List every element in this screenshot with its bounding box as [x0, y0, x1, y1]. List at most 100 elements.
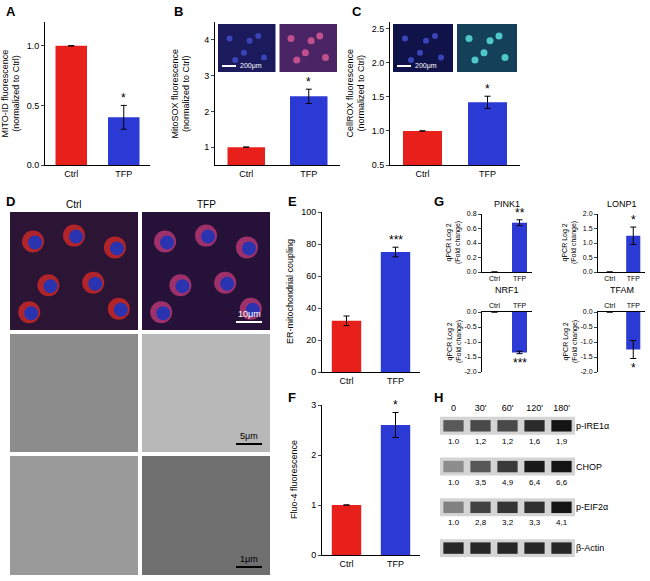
svg-text:2: 2: [311, 450, 316, 460]
svg-text:1,9: 1,9: [556, 437, 568, 446]
svg-text:*: *: [485, 82, 490, 96]
svg-text:1: 1: [204, 142, 209, 152]
svg-text:2: 2: [204, 107, 209, 117]
svg-text:TFP: TFP: [513, 302, 527, 309]
svg-text:Ctrl: Ctrl: [340, 376, 354, 386]
svg-text:1,6: 1,6: [529, 437, 541, 446]
svg-text:30': 30': [475, 403, 487, 413]
svg-text:4,1: 4,1: [556, 518, 568, 527]
svg-text:0.4: 0.4: [467, 239, 477, 246]
svg-text:-1.5: -1.5: [581, 353, 593, 360]
svg-text:1.0: 1.0: [583, 239, 593, 246]
svg-text:***: ***: [389, 233, 403, 247]
svg-text:Ctrl: Ctrl: [340, 559, 354, 569]
svg-text:-0.5: -0.5: [465, 323, 477, 330]
svg-text:PINK1: PINK1: [494, 199, 520, 209]
svg-text:-1.5: -1.5: [465, 353, 477, 360]
svg-text:qPCR Log 2(Fold change): qPCR Log 2(Fold change): [445, 221, 462, 264]
svg-text:60: 60: [306, 271, 316, 281]
svg-text:2.0: 2.0: [583, 210, 593, 217]
svg-text:*: *: [631, 361, 636, 375]
svg-text:CellROX fluorescence(normalize: CellROX fluorescence(normalized to Ctrl): [345, 49, 367, 138]
svg-text:0.6: 0.6: [467, 225, 477, 232]
svg-text:Ctrl: Ctrl: [239, 169, 253, 179]
svg-text:*: *: [306, 75, 311, 89]
svg-text:1.5: 1.5: [372, 92, 385, 102]
svg-text:1.0: 1.0: [448, 478, 460, 487]
svg-text:6,4: 6,4: [529, 478, 541, 487]
svg-text:20: 20: [306, 335, 316, 345]
svg-text:CHOP: CHOP: [576, 462, 602, 472]
svg-text:TFP: TFP: [387, 559, 404, 569]
svg-text:Ctrl: Ctrl: [66, 199, 82, 210]
svg-text:6,6: 6,6: [556, 478, 568, 487]
svg-text:*: *: [121, 91, 126, 105]
svg-text:MitoSOX fluorescence(normalize: MitoSOX fluorescence(normalized to Ctrl): [170, 49, 192, 139]
svg-text:1,2: 1,2: [502, 437, 514, 446]
svg-text:Ctrl: Ctrl: [604, 275, 615, 282]
svg-text:F: F: [288, 390, 296, 405]
svg-text:3,2: 3,2: [502, 518, 514, 527]
svg-text:*: *: [631, 213, 636, 227]
svg-text:4: 4: [204, 35, 209, 45]
svg-text:**: **: [515, 206, 525, 220]
svg-text:40: 40: [306, 303, 316, 313]
svg-text:1,2: 1,2: [475, 437, 487, 446]
svg-text:10μm: 10μm: [238, 309, 261, 319]
svg-text:1.0: 1.0: [448, 518, 460, 527]
svg-text:Ctrl: Ctrl: [604, 302, 615, 309]
svg-text:TFP: TFP: [387, 376, 404, 386]
svg-text:TFAM: TFAM: [610, 285, 634, 295]
svg-text:5μm: 5μm: [240, 431, 258, 441]
svg-text:180': 180': [553, 403, 570, 413]
svg-text:qPCR Log 2(Fold change): qPCR Log 2(Fold change): [562, 320, 579, 363]
svg-text:1.0: 1.0: [27, 41, 40, 51]
svg-text:-2.0: -2.0: [465, 368, 477, 375]
svg-text:C: C: [352, 4, 362, 19]
svg-text:Fluo-4 fluorescence: Fluo-4 fluorescence: [289, 440, 299, 519]
svg-text:ER-mitochondrial coupling: ER-mitochondrial coupling: [285, 239, 295, 344]
svg-text:0.5: 0.5: [372, 160, 385, 170]
svg-text:TFP: TFP: [513, 275, 527, 282]
svg-text:120': 120': [526, 403, 543, 413]
svg-text:TFP: TFP: [627, 302, 641, 309]
svg-text:1.0: 1.0: [372, 126, 385, 136]
svg-text:2.0: 2.0: [372, 58, 385, 68]
svg-text:Ctrl: Ctrl: [64, 169, 78, 179]
svg-text:*: *: [393, 398, 398, 412]
svg-text:H: H: [434, 390, 443, 405]
svg-text:-1.0: -1.0: [581, 338, 593, 345]
svg-text:0: 0: [451, 403, 456, 413]
svg-text:Ctrl: Ctrl: [416, 169, 430, 179]
svg-text:TFP: TFP: [197, 199, 216, 210]
svg-text:NRF1: NRF1: [495, 285, 519, 295]
svg-text:β-Actin: β-Actin: [576, 543, 604, 553]
svg-text:1.0: 1.0: [448, 437, 460, 446]
svg-text:Ctrl: Ctrl: [489, 275, 500, 282]
svg-text:p-EIF2α: p-EIF2α: [576, 502, 608, 512]
svg-text:0.0: 0.0: [467, 268, 477, 275]
svg-text:2.5: 2.5: [372, 24, 385, 34]
svg-text:4,9: 4,9: [502, 478, 514, 487]
svg-text:0.5: 0.5: [27, 101, 40, 111]
svg-text:p-IRE1α: p-IRE1α: [576, 421, 609, 431]
svg-text:-1.0: -1.0: [465, 338, 477, 345]
svg-text:***: ***: [513, 356, 527, 370]
svg-text:0.2: 0.2: [467, 254, 477, 261]
svg-text:-0.5: -0.5: [581, 323, 593, 330]
svg-text:3: 3: [311, 400, 316, 410]
svg-text:-2.0: -2.0: [581, 368, 593, 375]
svg-text:LONP1: LONP1: [607, 199, 637, 209]
svg-text:100: 100: [301, 207, 316, 217]
svg-text:3: 3: [204, 71, 209, 81]
svg-text:E: E: [288, 194, 297, 209]
svg-text:0.0: 0.0: [467, 308, 477, 315]
svg-text:80: 80: [306, 239, 316, 249]
svg-text:D: D: [6, 194, 15, 209]
svg-text:TFP: TFP: [479, 169, 496, 179]
svg-text:0.0: 0.0: [27, 160, 40, 170]
svg-text:0.8: 0.8: [467, 210, 477, 217]
svg-text:TFP: TFP: [115, 169, 132, 179]
svg-text:B: B: [174, 4, 183, 19]
svg-text:1: 1: [311, 500, 316, 510]
